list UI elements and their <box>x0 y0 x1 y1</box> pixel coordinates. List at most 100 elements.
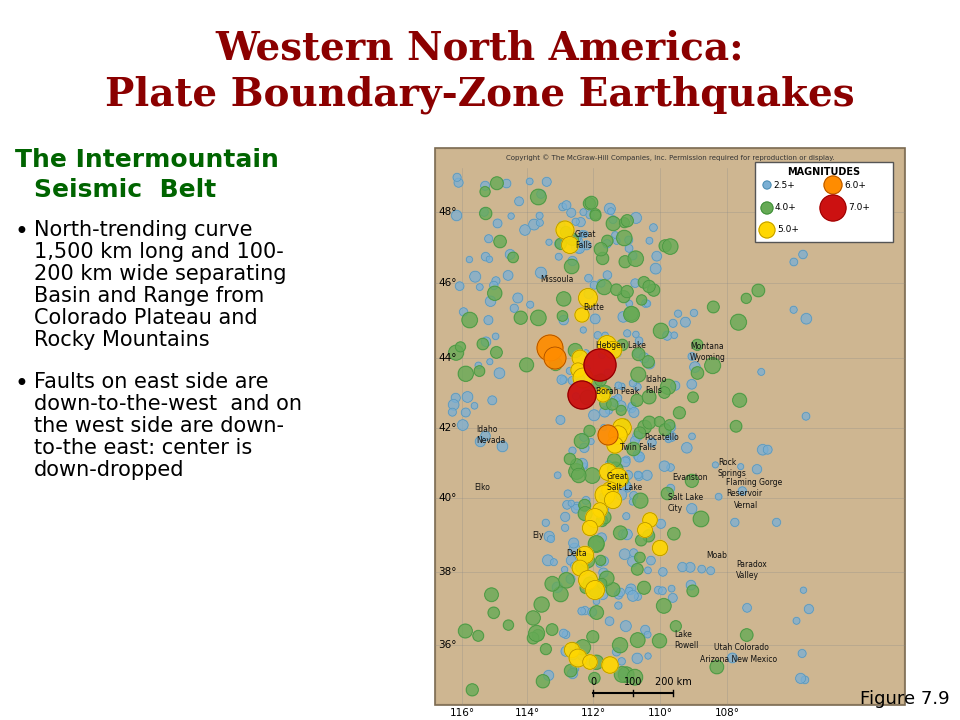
Circle shape <box>657 519 665 528</box>
Circle shape <box>596 560 603 567</box>
Circle shape <box>598 510 611 524</box>
Text: 4.0+: 4.0+ <box>775 204 797 212</box>
Circle shape <box>752 284 765 297</box>
Circle shape <box>659 567 667 576</box>
Circle shape <box>605 203 615 215</box>
Circle shape <box>590 209 601 220</box>
Circle shape <box>708 301 719 313</box>
Circle shape <box>648 438 657 447</box>
Circle shape <box>618 530 627 539</box>
Circle shape <box>552 582 563 593</box>
Circle shape <box>619 477 629 486</box>
Circle shape <box>448 408 456 416</box>
Circle shape <box>628 251 643 266</box>
Circle shape <box>647 557 656 565</box>
Circle shape <box>610 397 620 406</box>
Circle shape <box>477 338 489 350</box>
Circle shape <box>594 332 602 339</box>
Circle shape <box>666 485 675 492</box>
Circle shape <box>578 652 586 660</box>
Circle shape <box>590 282 598 289</box>
Text: 36°: 36° <box>438 640 457 650</box>
Circle shape <box>513 293 523 303</box>
Circle shape <box>648 284 660 296</box>
Circle shape <box>585 468 600 483</box>
Circle shape <box>471 402 478 409</box>
Text: Twin Falls: Twin Falls <box>620 444 656 452</box>
Circle shape <box>569 447 576 454</box>
Circle shape <box>587 631 599 643</box>
Circle shape <box>790 306 797 313</box>
Circle shape <box>564 490 571 498</box>
Circle shape <box>486 256 492 263</box>
Circle shape <box>561 227 571 238</box>
Circle shape <box>481 431 491 441</box>
Circle shape <box>655 417 664 427</box>
Circle shape <box>773 518 780 526</box>
Circle shape <box>502 179 511 188</box>
Circle shape <box>659 387 670 398</box>
Circle shape <box>715 493 722 500</box>
Circle shape <box>462 408 470 417</box>
Circle shape <box>631 436 639 445</box>
Circle shape <box>473 631 484 642</box>
Circle shape <box>668 593 677 603</box>
Circle shape <box>448 400 459 410</box>
Circle shape <box>462 392 473 402</box>
Circle shape <box>606 582 620 596</box>
Text: •: • <box>15 372 29 396</box>
Circle shape <box>608 462 623 477</box>
Circle shape <box>491 346 502 359</box>
Circle shape <box>629 251 636 260</box>
Circle shape <box>556 221 574 239</box>
Circle shape <box>561 647 571 657</box>
Circle shape <box>635 593 641 600</box>
Circle shape <box>510 304 518 312</box>
Circle shape <box>801 676 808 684</box>
Bar <box>435 148 905 705</box>
Circle shape <box>728 653 737 663</box>
Text: 1,500 km long and 100-: 1,500 km long and 100- <box>34 242 284 262</box>
Text: 48°: 48° <box>438 207 457 217</box>
Circle shape <box>707 567 714 575</box>
Circle shape <box>628 590 638 601</box>
Circle shape <box>564 259 579 274</box>
Text: Elko: Elko <box>474 484 490 492</box>
Text: 114°: 114° <box>515 708 540 718</box>
Circle shape <box>635 552 645 563</box>
Circle shape <box>515 311 527 324</box>
Circle shape <box>557 292 571 306</box>
Circle shape <box>596 388 610 402</box>
Circle shape <box>639 353 649 363</box>
Circle shape <box>562 237 579 253</box>
Circle shape <box>453 174 461 181</box>
Circle shape <box>475 436 486 446</box>
Circle shape <box>566 208 576 217</box>
Text: down-to-the-west  and on: down-to-the-west and on <box>34 394 302 414</box>
Circle shape <box>555 238 566 249</box>
Circle shape <box>622 529 633 540</box>
Text: 116°: 116° <box>449 708 474 718</box>
Circle shape <box>668 585 675 592</box>
Circle shape <box>604 341 622 359</box>
Circle shape <box>624 307 639 322</box>
Circle shape <box>567 669 578 679</box>
Circle shape <box>454 178 463 187</box>
Circle shape <box>625 588 633 595</box>
Circle shape <box>534 597 549 612</box>
Text: to-the east: center is: to-the east: center is <box>34 438 252 458</box>
Circle shape <box>626 300 633 307</box>
Circle shape <box>529 626 544 642</box>
Circle shape <box>801 313 811 324</box>
Circle shape <box>595 485 615 505</box>
Circle shape <box>710 660 724 674</box>
Circle shape <box>572 393 580 400</box>
Circle shape <box>653 541 667 556</box>
Circle shape <box>458 420 468 431</box>
Circle shape <box>579 500 590 511</box>
Circle shape <box>613 526 627 540</box>
Circle shape <box>820 195 846 221</box>
Circle shape <box>566 556 576 565</box>
Circle shape <box>580 582 591 593</box>
Text: Great
Falls: Great Falls <box>575 230 596 250</box>
